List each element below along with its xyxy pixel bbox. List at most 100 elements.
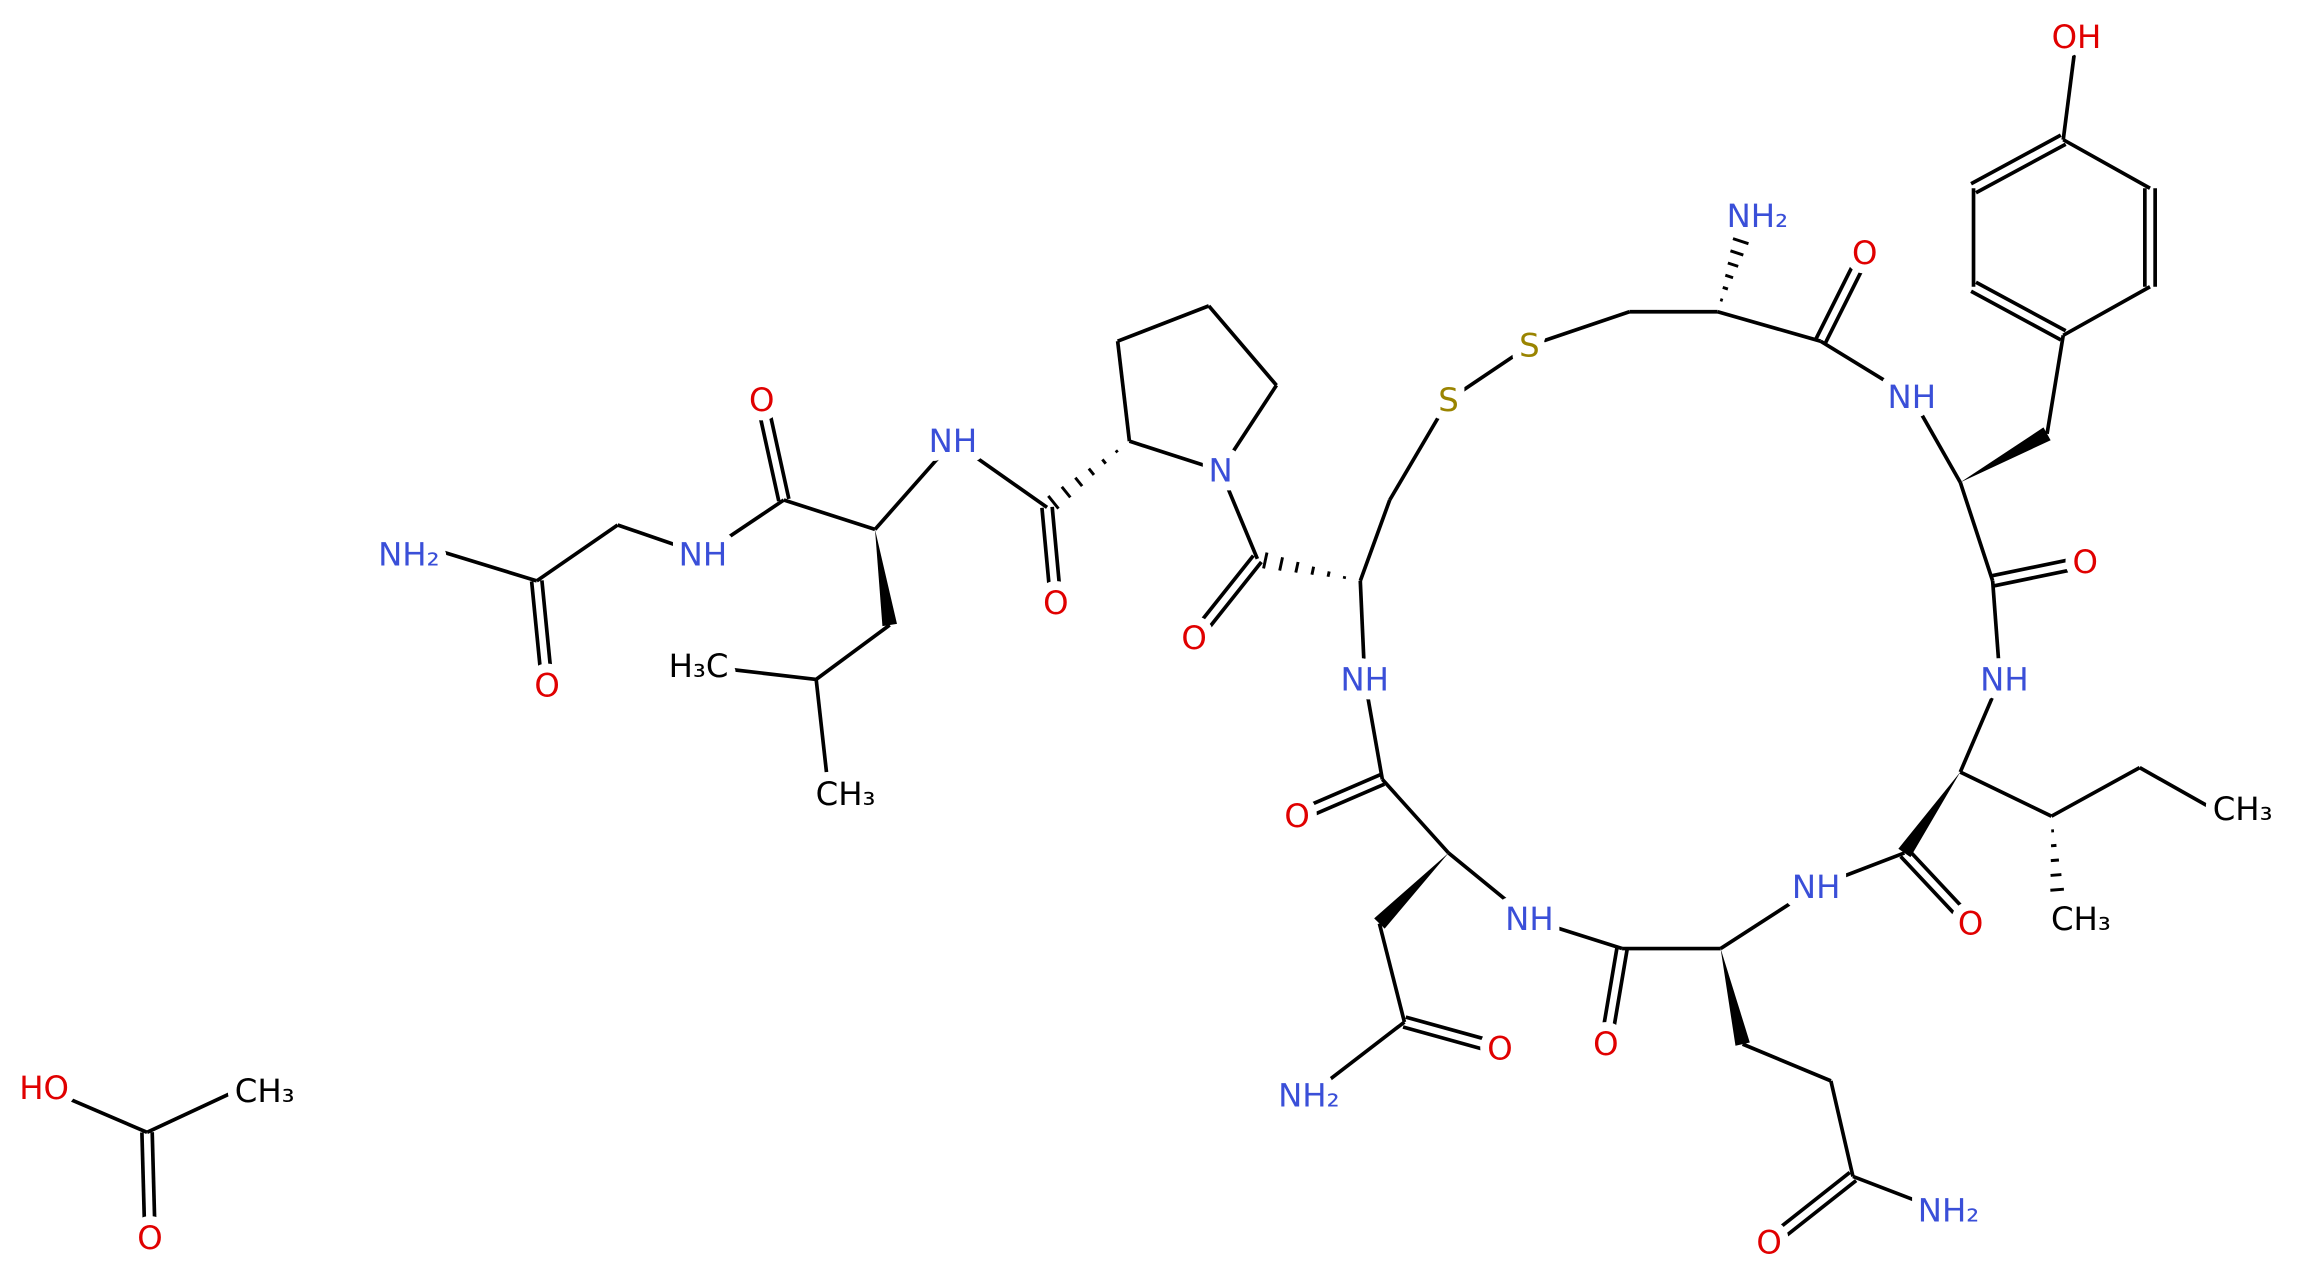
bond bbox=[1402, 1025, 1500, 1056]
bond bbox=[1852, 1174, 1942, 1213]
bond bbox=[529, 581, 544, 686]
hashed-bond bbox=[1722, 285, 1729, 291]
bond bbox=[1719, 885, 1818, 951]
atom-label: O bbox=[1593, 1025, 1618, 1063]
hashed-bond bbox=[2050, 858, 2060, 863]
hashed-bond bbox=[2050, 902, 2067, 907]
bond bbox=[1447, 851, 1531, 921]
atom-label: S bbox=[1519, 327, 1540, 365]
bond bbox=[1050, 506, 1063, 603]
bond bbox=[873, 439, 955, 531]
hashed-bond bbox=[1101, 458, 1107, 465]
wedge-bond bbox=[1960, 427, 2051, 483]
bond bbox=[1040, 507, 1053, 604]
atom-label: CH₃ bbox=[816, 775, 876, 813]
hashed-bond bbox=[1087, 467, 1096, 476]
bond bbox=[701, 498, 785, 556]
bond bbox=[1899, 855, 1969, 929]
atom-label: H₃C bbox=[669, 647, 729, 685]
bond bbox=[1218, 469, 1260, 560]
bond bbox=[1959, 770, 2053, 818]
wedge-bond bbox=[1374, 852, 1449, 929]
bond bbox=[1771, 1179, 1858, 1249]
bond bbox=[1991, 554, 2085, 578]
bonds bbox=[43, 36, 2222, 1249]
bond bbox=[1741, 1042, 1832, 1083]
hashed-bond bbox=[2050, 887, 2065, 892]
atom-label: HO bbox=[19, 1069, 69, 1107]
bond bbox=[1764, 1170, 1851, 1241]
atom-label: NH bbox=[1340, 660, 1389, 698]
bond bbox=[727, 667, 817, 682]
bond bbox=[150, 1132, 157, 1239]
hashed-bond bbox=[1310, 566, 1316, 575]
atom-label: O bbox=[2073, 543, 2098, 581]
bond bbox=[1196, 560, 1263, 643]
bond bbox=[2045, 334, 2066, 435]
bond bbox=[764, 398, 791, 500]
bond bbox=[617, 523, 704, 557]
atom-label: NH bbox=[679, 535, 728, 573]
wedge-bond bbox=[875, 529, 897, 627]
bond bbox=[1298, 782, 1386, 823]
atom-label: O bbox=[1852, 234, 1877, 272]
hashed-bond bbox=[1294, 561, 1300, 573]
bond bbox=[43, 1086, 148, 1135]
bond bbox=[1219, 384, 1279, 472]
atom-label: O bbox=[534, 666, 559, 704]
atom-label: O bbox=[1181, 619, 1206, 657]
bond bbox=[140, 1132, 147, 1239]
bond bbox=[2062, 285, 2151, 337]
wedge-bond bbox=[1898, 772, 1961, 858]
bond bbox=[815, 623, 891, 681]
bond bbox=[1598, 947, 1619, 1044]
wedge-bond bbox=[1720, 948, 1750, 1046]
hashed-bond bbox=[1724, 273, 1734, 280]
atom-label: N bbox=[1208, 452, 1232, 490]
bond bbox=[1294, 772, 1382, 814]
atom-label: NH₂ bbox=[1727, 197, 1788, 235]
bond bbox=[1358, 499, 1392, 582]
bond bbox=[1380, 778, 1450, 855]
bond bbox=[1115, 340, 1132, 442]
bond bbox=[1128, 439, 1222, 473]
bond bbox=[146, 1089, 237, 1135]
atom-label: NH bbox=[1980, 660, 2029, 698]
atom-label: CH₃ bbox=[2213, 790, 2273, 828]
hashed-bond bbox=[1732, 237, 1749, 246]
hashed-bond bbox=[1719, 298, 1724, 302]
bond bbox=[440, 549, 538, 583]
atom-label: S bbox=[1438, 381, 1459, 419]
bond bbox=[1188, 554, 1255, 637]
atom-label: NH bbox=[929, 422, 978, 460]
bond bbox=[1307, 1020, 1406, 1098]
bond bbox=[1975, 142, 2067, 195]
bond bbox=[1815, 851, 1906, 889]
bond bbox=[1814, 249, 1862, 340]
bond bbox=[535, 523, 619, 583]
hashed-bond bbox=[1114, 449, 1119, 454]
atom-label: NH₂ bbox=[1278, 1077, 1339, 1115]
atom-label: O bbox=[1958, 905, 1983, 943]
bond bbox=[814, 679, 829, 773]
hashed-bond bbox=[1074, 476, 1084, 488]
bond bbox=[1447, 344, 1531, 402]
atom-label: O bbox=[1284, 797, 1309, 835]
hashed-bond bbox=[1060, 485, 1072, 499]
bond bbox=[1975, 280, 2067, 333]
atom-label: NH bbox=[1888, 378, 1937, 416]
bond bbox=[783, 498, 876, 532]
bond bbox=[2061, 36, 2079, 140]
bond bbox=[1609, 949, 1629, 1046]
bond bbox=[1910, 396, 1962, 484]
hashed-bond bbox=[1047, 494, 1060, 510]
bond bbox=[754, 400, 781, 502]
atom-label: O bbox=[1756, 1224, 1781, 1262]
bond bbox=[1717, 309, 1822, 343]
bond bbox=[1823, 254, 1871, 345]
bond bbox=[2050, 766, 2141, 818]
bond bbox=[540, 580, 555, 685]
hashed-bond bbox=[1326, 571, 1331, 578]
bond bbox=[1362, 679, 1385, 780]
